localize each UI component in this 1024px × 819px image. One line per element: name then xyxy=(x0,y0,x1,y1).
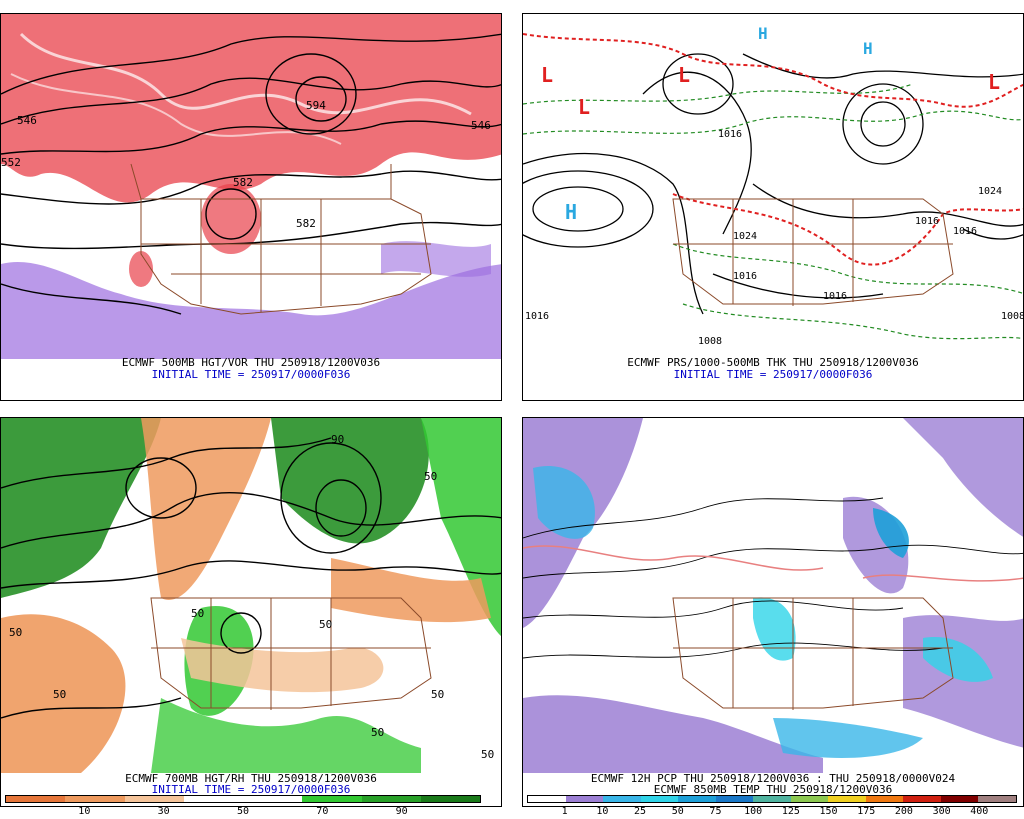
legend-swatch xyxy=(640,796,679,802)
legend-swatch xyxy=(528,796,566,802)
map-700mb-rh: 50 50 50 50 50 50 50 50 90 xyxy=(1,418,501,773)
precip-legend-bar xyxy=(527,795,1017,803)
legend-swatch xyxy=(753,796,791,802)
legend-swatch xyxy=(903,796,941,802)
panel-precip-temp: ECMWF 12H PCP THU 250918/1200V036 : THU … xyxy=(522,417,1024,807)
legend-swatch xyxy=(790,796,829,802)
panel-caption: ECMWF PRS/1000-500MB THK THU 250918/1200… xyxy=(627,356,919,369)
legend-swatch xyxy=(603,796,641,802)
rh-legend-bar xyxy=(5,795,481,803)
contour-label: 594 xyxy=(306,99,326,112)
contour-label: 552 xyxy=(1,156,21,169)
legend-swatch xyxy=(940,796,979,802)
contour-label: 50 xyxy=(424,470,437,483)
panel-pressure-thickness: L L L L H H H 1016 1016 1024 1016 1008 1… xyxy=(522,13,1024,401)
map-pressure-thickness: L L L L H H H 1016 1016 1024 1016 1008 1… xyxy=(523,14,1024,359)
isobar-label: 1016 xyxy=(953,226,977,237)
panel-caption: ECMWF 700MB HGT/RH THU 250918/1200V036 xyxy=(125,772,377,785)
panel-subcaption: ECMWF 850MB TEMP THU 250918/1200V036 xyxy=(653,783,893,796)
isobar-label: 1008 xyxy=(698,336,722,347)
legend-swatch xyxy=(828,796,866,802)
isobar-label: 1016 xyxy=(733,271,757,282)
contour-label: 50 xyxy=(481,748,494,761)
high-center: H xyxy=(565,200,577,224)
contour-label: 582 xyxy=(233,176,253,189)
panel-500mb-vorticity: 546 582 582 594 546 552 ECMWF 500MB HGT/… xyxy=(0,13,502,401)
legend-tick-label: 175 xyxy=(857,806,876,817)
isobar-label: 1024 xyxy=(733,231,757,242)
contour-label: 50 xyxy=(191,607,204,620)
legend-swatch xyxy=(678,796,716,802)
legend-swatch xyxy=(65,796,125,802)
legend-swatch xyxy=(183,796,243,802)
contour-label: 50 xyxy=(53,688,66,701)
panel-initial-time: INITIAL TIME = 250917/0000F036 xyxy=(673,368,873,381)
panel-caption: ECMWF 500MB HGT/VOR THU 250918/1200V036 xyxy=(121,356,381,369)
isobar-label: 1024 xyxy=(978,186,1002,197)
panel-initial-time: INITIAL TIME = 250917/0000F036 xyxy=(151,368,351,381)
legend-tick-label: 10 xyxy=(78,806,91,817)
isobar-label: 1016 xyxy=(525,311,549,322)
legend-tick-label: 30 xyxy=(157,806,170,817)
contour-label: 50 xyxy=(9,626,22,639)
legend-tick-label: 400 xyxy=(970,806,989,817)
panel-initial-time: INITIAL TIME = 250917/0000F036 xyxy=(151,783,351,796)
legend-swatch xyxy=(865,796,904,802)
contour-label: 50 xyxy=(431,688,444,701)
legend-tick-label: 1 xyxy=(561,806,568,817)
precip-legend-ticks: 1 10 25 50 75 100 125 150 175 200 300 400 xyxy=(527,806,1017,818)
legend-swatch xyxy=(361,796,421,802)
contour-label: 90 xyxy=(331,433,344,446)
legend-tick-label: 75 xyxy=(709,806,722,817)
map-500mb-vorticity: 546 582 582 594 546 552 xyxy=(1,14,501,359)
rh-legend-ticks: 10 30 50 70 90 xyxy=(5,806,481,818)
legend-tick-label: 10 xyxy=(596,806,609,817)
legend-swatch xyxy=(6,796,66,802)
legend-tick-label: 100 xyxy=(744,806,763,817)
high-center: H xyxy=(758,24,768,43)
legend-swatch xyxy=(420,796,480,802)
legend-swatch xyxy=(124,796,184,802)
legend-tick-label: 70 xyxy=(316,806,329,817)
isobar-label: 1016 xyxy=(915,216,939,227)
legend-tick-label: 50 xyxy=(236,806,250,817)
isobar-label: 1016 xyxy=(823,291,847,302)
low-center: L xyxy=(578,95,590,119)
map-precip-temp xyxy=(523,418,1023,773)
legend-tick-label: 150 xyxy=(819,806,838,817)
legend-tick-label: 25 xyxy=(634,806,647,817)
contour-label: 50 xyxy=(371,726,384,739)
high-center: H xyxy=(863,39,873,58)
legend-tick-label: 125 xyxy=(781,806,800,817)
isobar-label: 1008 xyxy=(1001,311,1024,322)
panel-700mb-rh: 50 50 50 50 50 50 50 50 90 ECMWF 700MB H… xyxy=(0,417,502,807)
legend-tick-label: 50 xyxy=(671,806,684,817)
contour-label: 50 xyxy=(319,618,332,631)
legend-tick-label: 90 xyxy=(395,806,408,817)
contour-label: 546 xyxy=(471,119,491,132)
low-center: L xyxy=(678,63,690,87)
low-center: L xyxy=(541,63,553,87)
legend-swatch xyxy=(565,796,604,802)
panel-caption: ECMWF 12H PCP THU 250918/1200V036 : THU … xyxy=(590,772,956,785)
legend-swatch xyxy=(715,796,754,802)
isobar-label: 1016 xyxy=(718,129,742,140)
low-center: L xyxy=(988,70,1000,94)
legend-swatch xyxy=(978,796,1016,802)
legend-tick-label: 300 xyxy=(932,806,951,817)
contour-label: 546 xyxy=(17,114,37,127)
legend-swatch xyxy=(243,796,303,802)
legend-tick-label: 200 xyxy=(894,806,913,817)
contour-label: 582 xyxy=(296,217,316,230)
legend-swatch xyxy=(302,796,362,802)
